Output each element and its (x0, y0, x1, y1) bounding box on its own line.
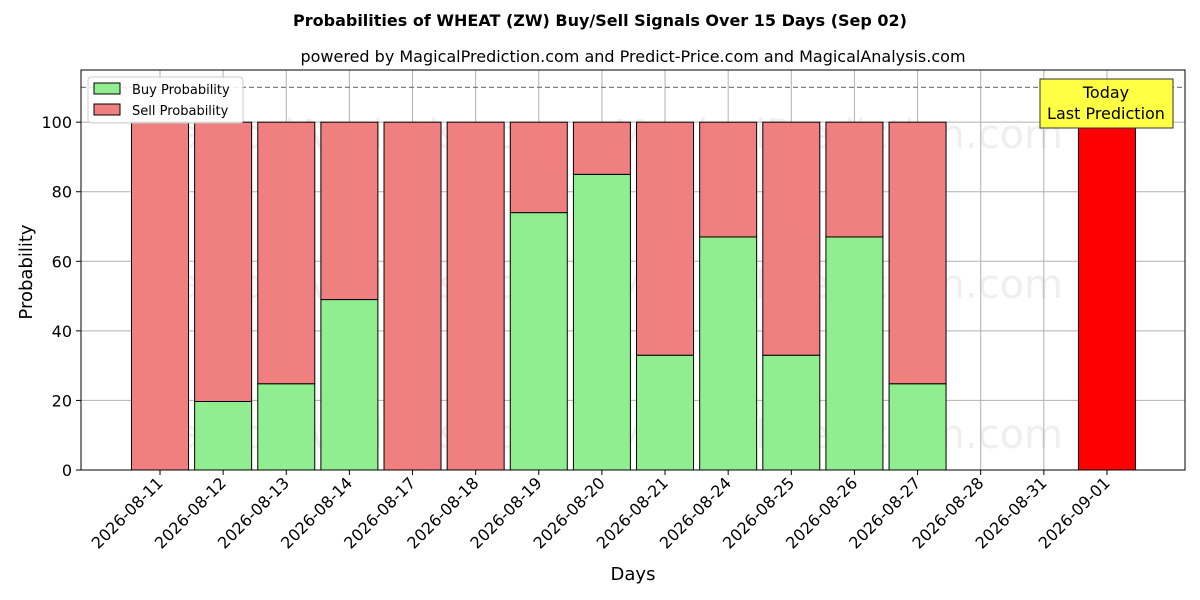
bar-buy (699, 236, 758, 471)
legend-label-buy: Buy Probability (132, 83, 230, 98)
bar-sell (320, 121, 379, 301)
today-annotation-box (1039, 78, 1174, 129)
y-tick-label: 100 (41, 113, 72, 132)
chart-title: Probabilities of WHEAT (ZW) Buy/Sell Sig… (293, 11, 907, 30)
legend-box (87, 76, 244, 124)
bar-sell (509, 121, 568, 214)
today-annotation-line1: Today (1082, 83, 1129, 102)
bar-buy (257, 383, 316, 471)
legend: Buy Probability Sell Probability (87, 76, 244, 124)
bar-layer (131, 121, 1136, 471)
bar-sell (572, 121, 631, 175)
bar-buy (572, 173, 631, 471)
today-annotation-line2: Last Prediction (1047, 104, 1165, 123)
legend-swatch-buy (93, 82, 121, 95)
today-annotation: Today Last Prediction (1039, 78, 1174, 129)
bar-sell (825, 121, 884, 238)
bar-buy (509, 212, 568, 471)
bar-sell (762, 121, 821, 356)
y-axis-label: Probability (16, 224, 37, 319)
bar-buy (888, 383, 947, 471)
bar-buy (825, 236, 884, 471)
plot-frame (80, 69, 1186, 471)
bar-sell (888, 121, 947, 385)
y-tick-label: 0 (62, 461, 72, 480)
bar-sell (636, 121, 695, 356)
bar-sell (699, 121, 758, 238)
bar-sell (446, 121, 505, 471)
bar-sell (194, 121, 253, 402)
bar-sell (257, 121, 316, 385)
bar-today (1077, 121, 1136, 471)
chart-subtitle: powered by MagicalPrediction.com and Pre… (300, 47, 965, 66)
bar-buy (636, 354, 695, 471)
y-tick-label: 20 (52, 391, 72, 410)
y-tick-label: 40 (52, 322, 72, 341)
legend-label-sell: Sell Probability (132, 104, 229, 119)
y-tick-label: 80 (52, 183, 72, 202)
legend-swatch-sell (93, 103, 121, 116)
x-axis-label: Days (611, 564, 656, 585)
bar-buy (762, 354, 821, 471)
bar-buy (194, 400, 253, 471)
y-tick-label: 60 (52, 252, 72, 271)
bar-buy (320, 299, 379, 471)
bar-sell (131, 121, 189, 471)
bar-sell (383, 121, 442, 471)
